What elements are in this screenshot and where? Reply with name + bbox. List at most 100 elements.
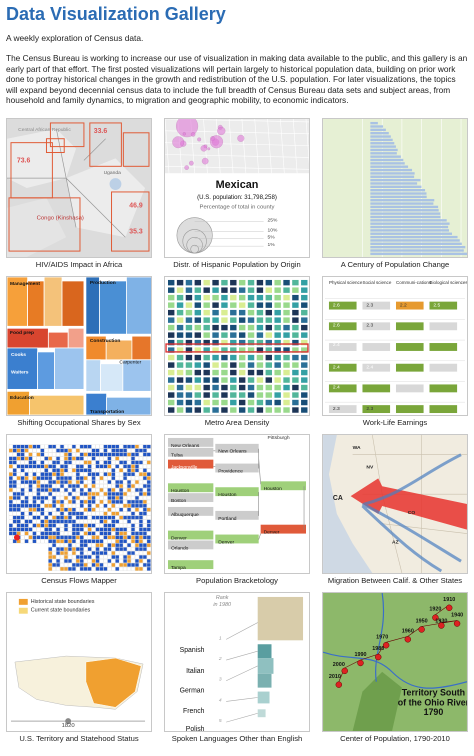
shape [370,148,398,152]
shape [283,392,290,398]
shape [139,523,143,528]
shape [103,456,108,461]
shape [56,551,60,555]
shape [361,453,462,573]
shape [370,199,435,202]
gallery-item[interactable]: Rank in 1980 Spanish Italian German French Pol… [164,592,310,746]
shape [36,499,41,504]
shape [203,399,210,406]
shape [24,527,29,532]
gallery-item[interactable]: WA NV CA CO AZ Migration Between Calif. & Oth… [322,434,468,588]
shape [185,279,193,286]
shape [131,543,135,548]
shape [146,480,151,484]
shape [36,448,41,453]
shape [28,484,33,488]
shape [40,523,45,528]
shape [265,369,272,376]
shape [12,515,17,520]
shape [165,142,309,146]
shape [32,464,37,469]
shape [52,519,57,524]
gallery-item[interactable]: 1910 1920 1930 1940 1950 1960 1970 1980 1990 2000… [322,592,468,746]
shape [168,560,214,570]
shape [52,496,57,500]
shape [168,339,175,346]
shape [221,392,228,398]
shape [168,362,175,368]
shape [301,392,308,398]
shape [20,492,25,496]
shape [65,718,72,725]
shape [99,566,104,571]
gallery-item[interactable]: Central African Republic 33.6 73.6 Uganda Co… [6,118,152,272]
shape [146,460,151,465]
shape [247,287,255,293]
shape [131,496,135,500]
shape [103,547,108,552]
shape [142,559,147,563]
shape [127,468,131,473]
shape [48,476,53,481]
shape [68,507,72,512]
shape [185,392,193,398]
shape [24,444,29,449]
shape [135,472,139,477]
shape [226,622,258,723]
gallery-item[interactable]: Census Flows Mapper [6,434,152,588]
shape [328,322,357,331]
thumbnail-label: in 1980 [213,602,231,608]
shape [135,535,139,540]
shape [142,539,147,544]
gallery-item[interactable]: Mexican (U.S. population: 31,798,258) Perc… [164,118,310,272]
shape [257,691,270,704]
shape [142,543,147,548]
gallery-item[interactable]: Management Production Food prep Cooks Waiter… [6,276,152,430]
shape [68,566,72,571]
shape [32,519,37,524]
shape [119,555,124,559]
shape [52,551,57,555]
shape [79,460,84,465]
shape [107,555,112,559]
shape [135,503,139,508]
shape [370,205,439,209]
shape [64,515,68,520]
shape [95,492,100,496]
gallery-item[interactable]: Physical science Social science Communi-ca… [322,276,468,430]
shape [176,332,184,338]
shape [429,343,458,351]
shape [194,407,202,413]
gallery-item[interactable]: Metro Area Density [164,276,310,430]
shape [8,456,13,461]
thumbnail-label: 1940 [451,613,463,619]
shape [135,444,139,449]
shape [370,152,397,155]
shape [127,511,131,516]
gallery-item[interactable]: Historical state boundaries Current state… [6,592,152,746]
shape [12,456,17,461]
shape [8,452,13,457]
shape [301,347,308,353]
shape [28,531,33,536]
shape [127,488,131,492]
thumbnail-label: Houston [171,488,190,494]
shape [115,566,120,571]
shape [131,527,135,532]
shape [68,484,72,488]
shape [168,483,214,493]
shape [103,515,108,520]
caption: Spoken Languages Other than English [171,734,303,743]
shape [142,456,147,461]
shape [247,294,255,301]
shape [60,456,64,461]
shape [139,476,143,481]
shape [194,317,202,323]
shape [87,543,92,548]
gallery-item[interactable]: A Century of Population Change [322,118,468,272]
shape [12,519,17,524]
shape [111,535,116,540]
gallery-item[interactable]: Pittsburgh New Orleans Tulsa Jacksonville Ho… [164,434,310,588]
shape [283,377,290,383]
shape [123,480,128,484]
